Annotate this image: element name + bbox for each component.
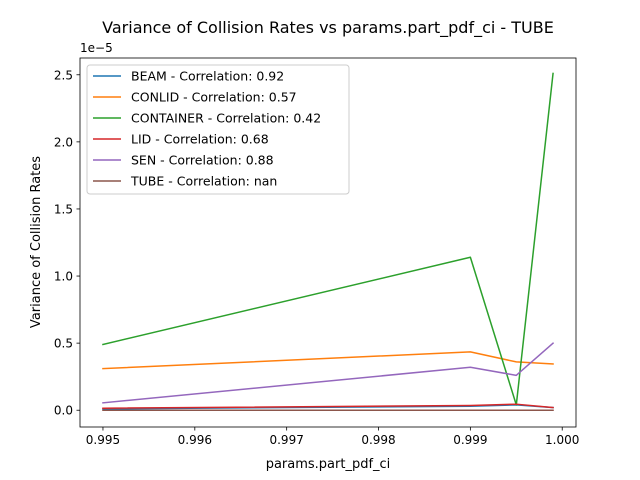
y-tick-label: 1.5 bbox=[54, 202, 73, 216]
x-tick-label: 0.999 bbox=[453, 433, 487, 447]
x-axis-label: params.part_pdf_ci bbox=[266, 457, 391, 472]
legend: BEAM - Correlation: 0.92 CONLID - Correla… bbox=[87, 65, 349, 194]
x-tick-label: 1.000 bbox=[545, 433, 579, 447]
y-tick-label: 0.5 bbox=[54, 337, 73, 351]
y-tick-label: 2.5 bbox=[54, 68, 73, 82]
y-tick-label: 0.0 bbox=[54, 404, 73, 418]
y-axis-offset-label: 1e−5 bbox=[80, 41, 113, 55]
x-tick-label: 0.998 bbox=[361, 433, 395, 447]
legend-label-container: CONTAINER - Correlation: 0.42 bbox=[131, 111, 321, 126]
legend-label-beam: BEAM - Correlation: 0.92 bbox=[131, 69, 284, 84]
x-tick-label: 0.996 bbox=[178, 433, 212, 447]
y-tick-label: 1.0 bbox=[54, 270, 73, 284]
y-axis-label: Variance of Collision Rates bbox=[29, 156, 44, 328]
legend-label-conlid: CONLID - Correlation: 0.57 bbox=[131, 90, 297, 105]
x-tick-label: 0.995 bbox=[86, 433, 120, 447]
legend-label-lid: LID - Correlation: 0.68 bbox=[131, 132, 269, 147]
legend-label-sen: SEN - Correlation: 0.88 bbox=[131, 153, 274, 168]
chart-title: Variance of Collision Rates vs params.pa… bbox=[102, 18, 554, 38]
legend-label-tube: TUBE - Correlation: nan bbox=[130, 174, 277, 189]
x-tick-label: 0.997 bbox=[269, 433, 303, 447]
y-tick-label: 2.0 bbox=[54, 135, 73, 149]
